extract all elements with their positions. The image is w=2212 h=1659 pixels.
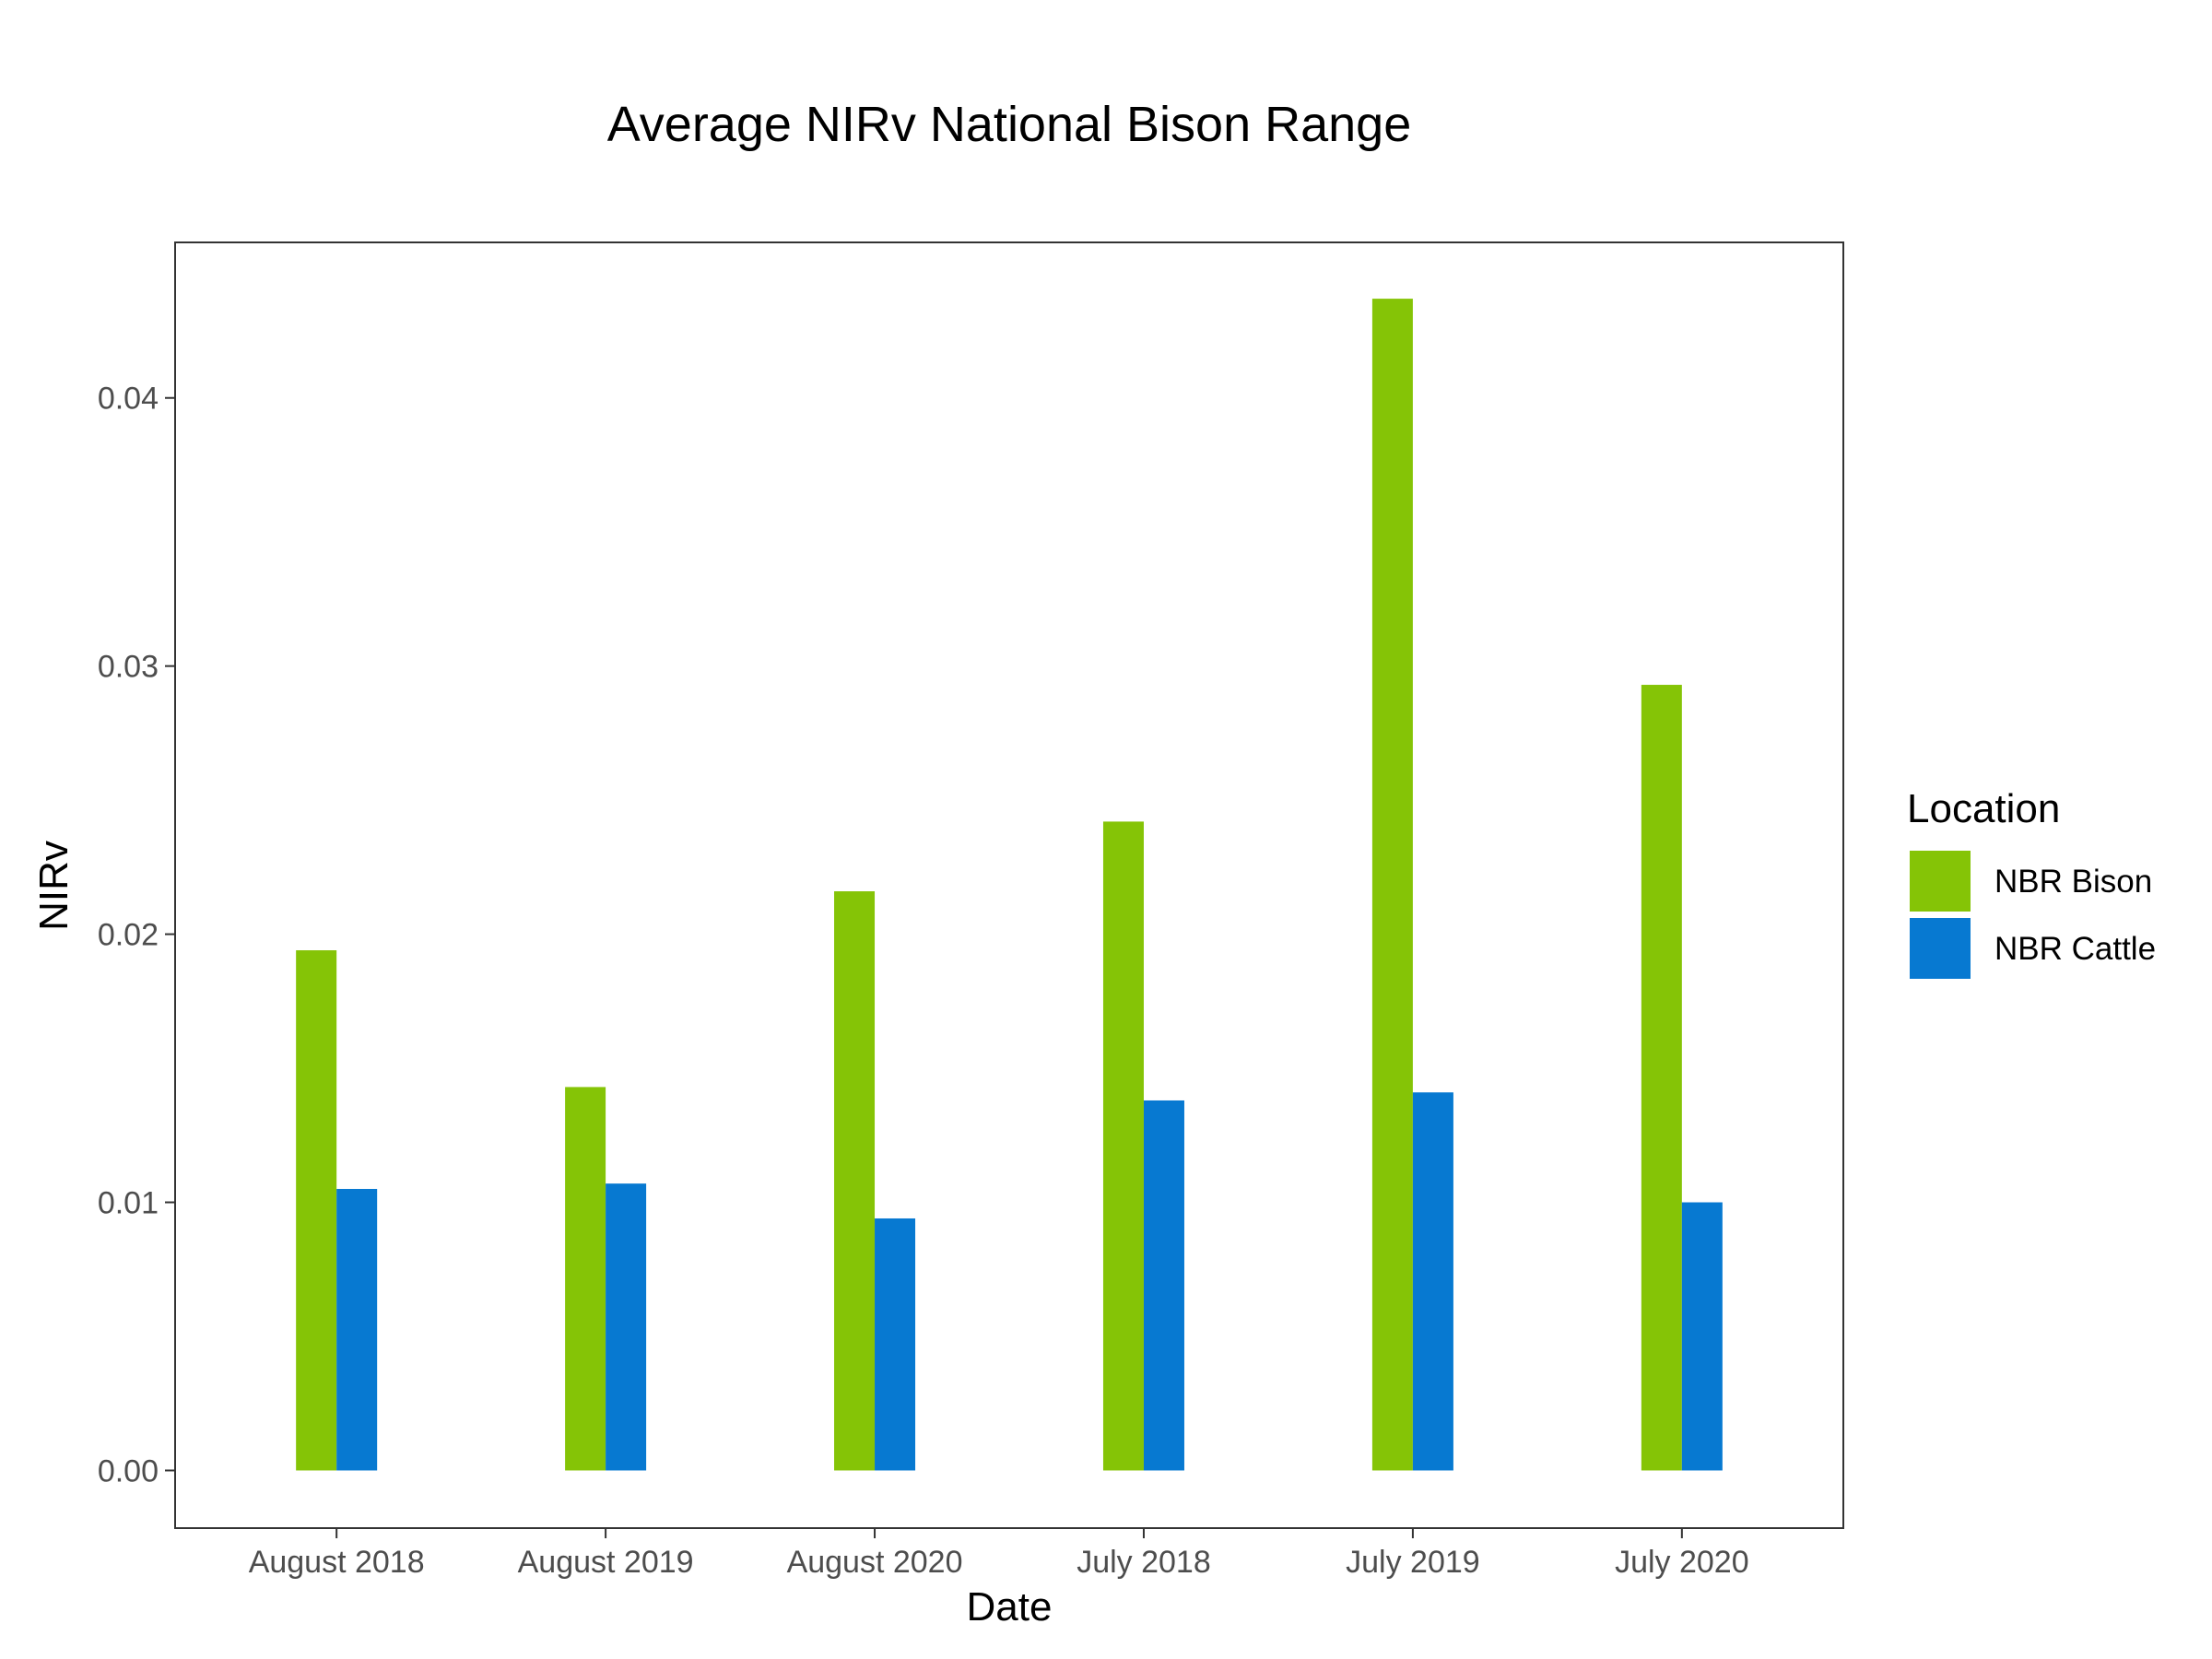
x-axis-title: Date bbox=[967, 1584, 1053, 1630]
x-tick-label: July 2020 bbox=[1615, 1545, 1749, 1580]
x-tick-label: July 2018 bbox=[1077, 1545, 1211, 1580]
x-tick-label: July 2019 bbox=[1346, 1545, 1480, 1580]
x-tick-label: August 2020 bbox=[787, 1545, 963, 1580]
bar-nbr-bison-3 bbox=[834, 891, 876, 1471]
legend-label-nbr-cattle: NBR Cattle bbox=[1994, 931, 2156, 967]
bar-nbr-bison-2 bbox=[565, 1087, 606, 1471]
y-tick-label: 0.04 bbox=[98, 382, 159, 417]
y-tick-label: 0.02 bbox=[98, 918, 159, 953]
x-tick-label: August 2018 bbox=[249, 1545, 425, 1580]
y-axis-title: NIRv bbox=[31, 841, 76, 931]
chart-title: Average NIRv National Bison Range bbox=[607, 97, 1412, 152]
bar-nbr-cattle-4 bbox=[1143, 1100, 1184, 1471]
bar-nbr-cattle-5 bbox=[1412, 1092, 1453, 1471]
legend-swatch-nbr-cattle bbox=[1910, 918, 1971, 979]
plot-panel-border bbox=[174, 241, 1844, 1529]
y-tick-label: 0.01 bbox=[98, 1186, 159, 1221]
bar-nbr-bison-4 bbox=[1102, 821, 1144, 1471]
bar-nbr-bison-6 bbox=[1641, 685, 1682, 1471]
y-tick-label: 0.03 bbox=[98, 650, 159, 685]
bar-nbr-bison-1 bbox=[296, 950, 337, 1471]
legend: Location NBR Bison NBR Cattle bbox=[1907, 786, 2156, 979]
bar-nbr-cattle-1 bbox=[336, 1188, 378, 1471]
legend-swatch-nbr-bison bbox=[1910, 851, 1971, 912]
legend-title: Location bbox=[1907, 786, 2060, 831]
legend-label-nbr-bison: NBR Bison bbox=[1994, 864, 2152, 900]
bar-nbr-bison-5 bbox=[1371, 299, 1413, 1471]
plot-area: 0.00 0.01 0.02 0.03 0.04 August 2018 August 20… bbox=[98, 241, 1844, 1580]
bar-nbr-cattle-3 bbox=[875, 1218, 916, 1471]
x-tick-label: August 2019 bbox=[518, 1545, 694, 1580]
y-tick-label: 0.00 bbox=[98, 1453, 159, 1488]
bar-nbr-cattle-2 bbox=[606, 1183, 647, 1471]
bar-nbr-cattle-6 bbox=[1681, 1202, 1723, 1471]
